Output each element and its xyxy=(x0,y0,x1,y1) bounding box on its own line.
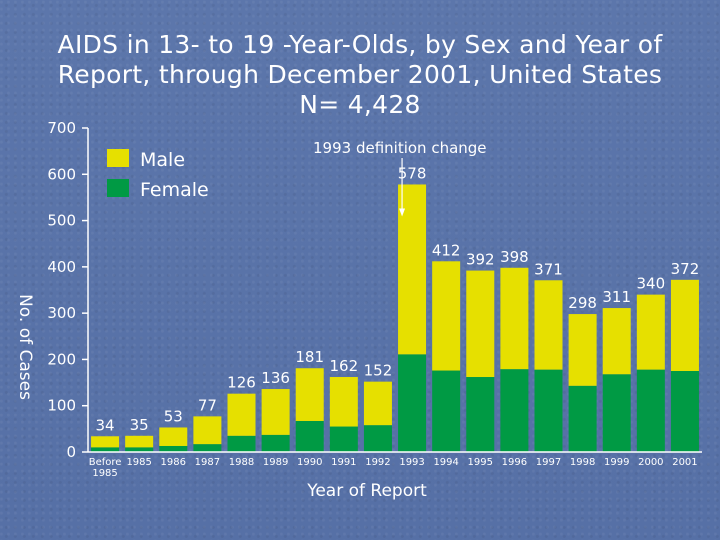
x-tick-label: 1988 xyxy=(229,457,254,468)
bar-female xyxy=(636,369,665,452)
data-label-total: 372 xyxy=(671,260,700,278)
x-tick-label: 1994 xyxy=(433,457,458,468)
bar-female xyxy=(363,425,392,452)
bar-male xyxy=(534,280,563,370)
bar-female xyxy=(602,374,631,452)
bar-female xyxy=(159,445,188,452)
bar-male xyxy=(500,267,529,370)
x-tick-label: 1987 xyxy=(195,457,220,468)
bars: 34 35 53 77 126 136 181 162 152 578 412 392 398 371 29… xyxy=(91,164,699,452)
data-label-total: 34 xyxy=(96,416,115,434)
chart-title-line-1: AIDS in 13- to 19 -Year-Olds, by Sex and… xyxy=(57,30,663,59)
data-label-total: 126 xyxy=(227,374,256,392)
data-label-total: 162 xyxy=(330,357,359,375)
x-tick-label: 1999 xyxy=(604,457,629,468)
bar-male xyxy=(432,261,461,371)
bar-female xyxy=(329,426,358,452)
data-label-total: 371 xyxy=(534,260,563,278)
x-tick-label: 1993 xyxy=(399,457,424,468)
data-label-total: 398 xyxy=(500,248,529,266)
bar-male xyxy=(363,381,392,426)
x-tick-label: 1995 xyxy=(468,457,493,468)
legend: Male Female xyxy=(107,149,209,201)
legend-label-male: Male xyxy=(140,149,185,171)
data-label-total: 412 xyxy=(432,241,461,259)
y-tick-label: 100 xyxy=(47,397,76,415)
x-tick-label: 1989 xyxy=(263,457,288,468)
bar-female xyxy=(500,369,529,452)
y-tick-label: 400 xyxy=(47,258,76,276)
bar-female xyxy=(193,444,222,452)
x-tick-label: 1985 xyxy=(92,468,117,479)
y-axis-label: No. of Cases xyxy=(15,294,35,400)
data-label-total: 35 xyxy=(130,416,149,434)
data-label-total: 578 xyxy=(398,164,427,182)
bar-female xyxy=(398,354,427,452)
bar-male xyxy=(670,279,699,371)
data-label-total: 152 xyxy=(364,362,393,380)
bar-male xyxy=(193,416,222,445)
definition-change-annotation: 1993 definition change xyxy=(313,139,487,217)
legend-label-female: Female xyxy=(140,179,209,201)
bar-male xyxy=(466,270,495,378)
chart-title-line-2: Report, through December 2001, United St… xyxy=(57,60,663,89)
y-tick-label: 0 xyxy=(66,443,76,461)
x-tick-label: 1985 xyxy=(126,457,151,468)
y-tick-label: 500 xyxy=(47,212,76,230)
x-tick-label: 1997 xyxy=(536,457,561,468)
bar-male xyxy=(329,377,358,427)
bar-male xyxy=(602,308,631,375)
bar-male xyxy=(159,427,188,446)
data-label-total: 136 xyxy=(261,369,290,387)
x-tick-label: 1990 xyxy=(297,457,322,468)
data-label-total: 392 xyxy=(466,251,495,269)
annotation-arrow-head xyxy=(399,208,406,217)
bar-female xyxy=(670,371,699,452)
bar-male xyxy=(261,389,290,435)
x-tick-label: 1986 xyxy=(161,457,186,468)
bar-male xyxy=(227,393,256,436)
data-label-total: 181 xyxy=(295,348,324,366)
chart-title-line-3: N= 4,428 xyxy=(299,90,421,119)
x-tick-label: 1992 xyxy=(365,457,390,468)
x-tick-label: 1996 xyxy=(502,457,527,468)
x-tick-label: 2000 xyxy=(638,457,663,468)
bar-male xyxy=(568,314,597,386)
y-tick-label: 700 xyxy=(47,119,76,137)
y-tick-label: 600 xyxy=(47,165,76,183)
y-tick-label: 300 xyxy=(47,304,76,322)
chart-title: AIDS in 13- to 19 -Year-Olds, by Sex and… xyxy=(0,30,720,120)
bar-female xyxy=(534,369,563,452)
y-tick-label: 200 xyxy=(47,350,76,368)
data-label-total: 311 xyxy=(602,288,631,306)
data-label-total: 340 xyxy=(637,275,666,293)
bar-female xyxy=(91,447,120,452)
x-tick-label: 1991 xyxy=(331,457,356,468)
bar-female xyxy=(227,435,256,452)
x-tick-label: 1998 xyxy=(570,457,595,468)
legend-swatch-male xyxy=(107,149,129,167)
bar-female xyxy=(295,420,324,452)
bar-female xyxy=(432,370,461,452)
annotation-text: 1993 definition change xyxy=(313,139,487,157)
bar-female xyxy=(261,434,290,452)
x-tick-label: Before xyxy=(89,457,122,468)
x-axis-label: Year of Report xyxy=(306,481,427,501)
y-axis: 0 100 200 300 400 500 600 700 xyxy=(47,119,89,461)
bar-male xyxy=(636,294,665,370)
bar-female xyxy=(125,447,154,452)
bar-female xyxy=(466,377,495,452)
data-label-total: 53 xyxy=(164,407,183,425)
bar-female xyxy=(568,385,597,452)
data-label-total: 298 xyxy=(568,294,597,312)
bar-male xyxy=(295,368,324,421)
bar-male xyxy=(125,435,154,448)
x-tick-label: 2001 xyxy=(672,457,697,468)
bar-male xyxy=(91,436,120,448)
data-label-total: 77 xyxy=(198,396,217,414)
legend-swatch-female xyxy=(107,179,129,197)
